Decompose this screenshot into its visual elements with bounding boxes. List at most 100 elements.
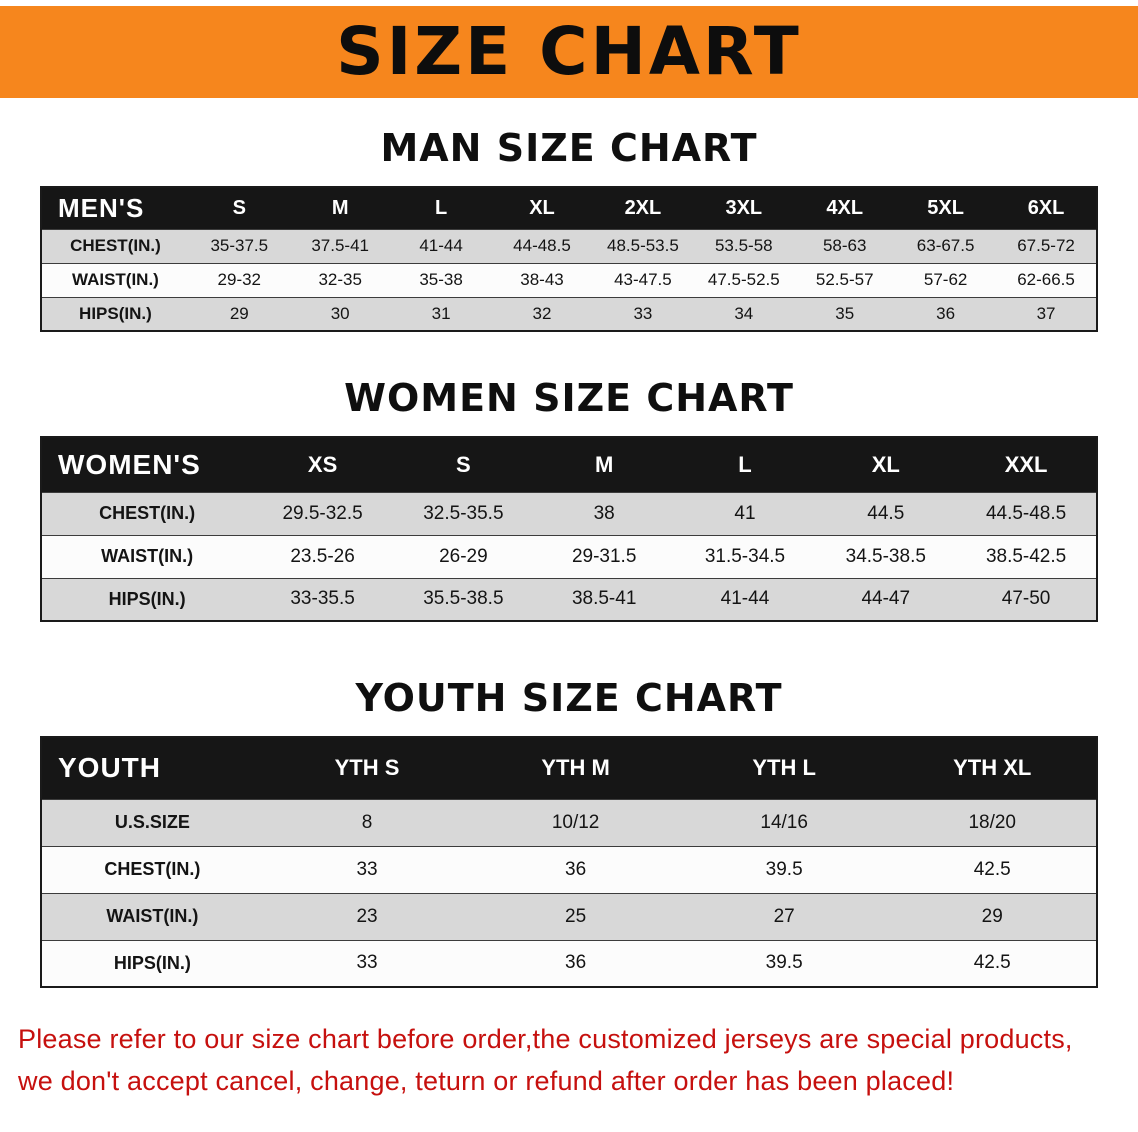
measurement-row: WAIST(IN.) 29-32 32-35 35-38 38-43 43-47.5 47.…: [41, 263, 1097, 297]
size-value: 58-63: [822, 236, 867, 255]
disclaimer: Please refer to our size chart before or…: [0, 1018, 1138, 1102]
size-value: 29-31.5: [571, 545, 637, 567]
size-value: 53.5-58: [714, 236, 773, 255]
row-label: HIPS(IN.): [79, 303, 152, 323]
size-column-header: YTH M: [471, 737, 680, 799]
size-value: 33-35.5: [290, 588, 355, 610]
size-value: 31: [431, 303, 451, 323]
size-value: 37: [1036, 303, 1056, 323]
men-size-section: MAN SIZE CHART MEN'S S M L XL 2XL 3XL 4XL 5XL 6XL…: [0, 126, 1138, 332]
size-value: 47.5-52.5: [707, 270, 780, 289]
size-value: 32: [532, 303, 552, 323]
women-size-section: WOMEN SIZE CHART WOMEN'S XS S M L XL XXL CHEST(…: [0, 376, 1138, 622]
size-value: 18/20: [968, 811, 1016, 833]
page-title: SIZE CHART: [336, 13, 802, 90]
row-label: WAIST(IN.): [101, 546, 194, 566]
size-column-header: S: [188, 187, 290, 229]
size-column-header: XS: [252, 437, 393, 492]
size-value: 34.5-38.5: [845, 545, 926, 567]
size-value: 23.5-26: [290, 545, 355, 567]
youth-size-table: YOUTH YTH S YTH M YTH L YTH XL U.S.SIZE 8 10/12…: [40, 736, 1098, 988]
size-value: 41-44: [720, 588, 770, 610]
measurement-row: WAIST(IN.) 23.5-26 26-29 29-31.5 31.5-34.5 34…: [41, 535, 1097, 578]
size-value: 48.5-53.5: [606, 236, 679, 255]
size-value: 41-44: [419, 236, 463, 255]
size-column-header: 4XL: [794, 187, 896, 229]
table-title-cell: MEN'S: [41, 187, 189, 229]
size-column-header: YTH XL: [888, 737, 1097, 799]
measurement-row: HIPS(IN.) 33 36 39.5 42.5: [41, 940, 1097, 987]
disclaimer-line-2: we don't accept cancel, change, teturn o…: [18, 1066, 955, 1096]
size-value: 26-29: [439, 545, 488, 567]
disclaimer-line-1: Please refer to our size chart before or…: [18, 1024, 1073, 1054]
size-value: 25: [565, 905, 587, 927]
youth-section-heading: YOUTH SIZE CHART: [355, 676, 783, 720]
size-value: 43-47.5: [614, 270, 672, 289]
size-value: 30: [330, 303, 350, 323]
size-value: 33: [633, 303, 653, 323]
size-column-header: 6XL: [996, 187, 1097, 229]
size-value: 38.5-42.5: [985, 545, 1067, 567]
size-value: 44-48.5: [513, 236, 571, 255]
size-value: 67.5-72: [1017, 236, 1075, 255]
size-value: 41: [734, 502, 756, 524]
size-column-header: YTH L: [679, 737, 889, 799]
size-value: 35-38: [419, 270, 463, 289]
size-value: 36: [936, 303, 956, 323]
size-value: 57-62: [923, 270, 968, 289]
size-value: 37.5-41: [311, 236, 370, 255]
row-label: CHEST(IN.): [104, 859, 201, 879]
size-value: 31.5-34.5: [704, 545, 786, 567]
table-title-cell: WOMEN'S: [41, 437, 253, 492]
header-row: WOMEN'S XS S M L XL XXL: [41, 437, 1097, 492]
size-value: 23: [356, 905, 378, 927]
row-label: WAIST(IN.): [71, 270, 159, 289]
size-column-header: XL: [491, 187, 593, 229]
size-value: 47-50: [1001, 588, 1051, 610]
measurement-row: CHEST(IN.) 29.5-32.5 32.5-35.5 38 41 44.5 44.5…: [41, 492, 1097, 535]
size-column-header: L: [674, 437, 816, 492]
size-value: 38.5-41: [571, 588, 637, 610]
men-section-heading: MAN SIZE CHART: [380, 126, 758, 170]
row-label: HIPS(IN.): [113, 952, 191, 973]
size-value: 44.5-48.5: [985, 502, 1067, 524]
size-value: 32-35: [318, 270, 362, 289]
size-value: 10/12: [551, 811, 600, 833]
header-row: MEN'S S M L XL 2XL 3XL 4XL 5XL 6XL: [41, 187, 1097, 229]
row-label: CHEST(IN.): [99, 503, 196, 523]
size-column-header: YTH S: [262, 737, 472, 799]
size-value: 63-67.5: [916, 236, 975, 255]
size-column-header: S: [392, 437, 534, 492]
size-value: 39.5: [765, 952, 803, 974]
size-column-header: 3XL: [693, 187, 795, 229]
size-value: 34: [734, 303, 754, 323]
size-value: 8: [361, 811, 373, 833]
measurement-row: WAIST(IN.) 23 25 27 29: [41, 893, 1097, 940]
size-column-header: 2XL: [592, 187, 694, 229]
table-title-cell: YOUTH: [41, 737, 263, 799]
measurement-row: HIPS(IN.) 29 30 31 32 33 34 35 36 37: [41, 297, 1097, 331]
row-label: CHEST(IN.): [70, 236, 161, 255]
row-label: HIPS(IN.): [108, 588, 186, 609]
size-value: 35: [835, 303, 855, 323]
size-value: 44-47: [861, 588, 911, 610]
measurement-row: HIPS(IN.) 33-35.5 35.5-38.5 38.5-41 41-44 44-…: [41, 578, 1097, 621]
measurement-row: U.S.SIZE 8 10/12 14/16 18/20: [41, 799, 1097, 846]
size-value: 29-32: [217, 270, 262, 289]
row-label: WAIST(IN.): [106, 906, 199, 926]
size-value: 44.5: [867, 502, 905, 524]
size-column-header: XXL: [956, 437, 1097, 492]
size-column-header: M: [289, 187, 391, 229]
size-value: 35.5-38.5: [423, 588, 504, 610]
women-size-table: WOMEN'S XS S M L XL XXL CHEST(IN.) 29.5-32.5 32.5…: [40, 436, 1098, 622]
size-value: 39.5: [765, 858, 803, 880]
size-value: 38: [593, 502, 615, 524]
size-column-header: XL: [815, 437, 957, 492]
measurement-row: CHEST(IN.) 35-37.5 37.5-41 41-44 44-48.5 48.5…: [41, 229, 1097, 263]
size-value: 29: [981, 905, 1003, 927]
size-value: 29.5-32.5: [282, 502, 363, 524]
women-section-heading: WOMEN SIZE CHART: [344, 376, 794, 420]
size-column-header: M: [533, 437, 675, 492]
size-value: 33: [356, 952, 378, 974]
